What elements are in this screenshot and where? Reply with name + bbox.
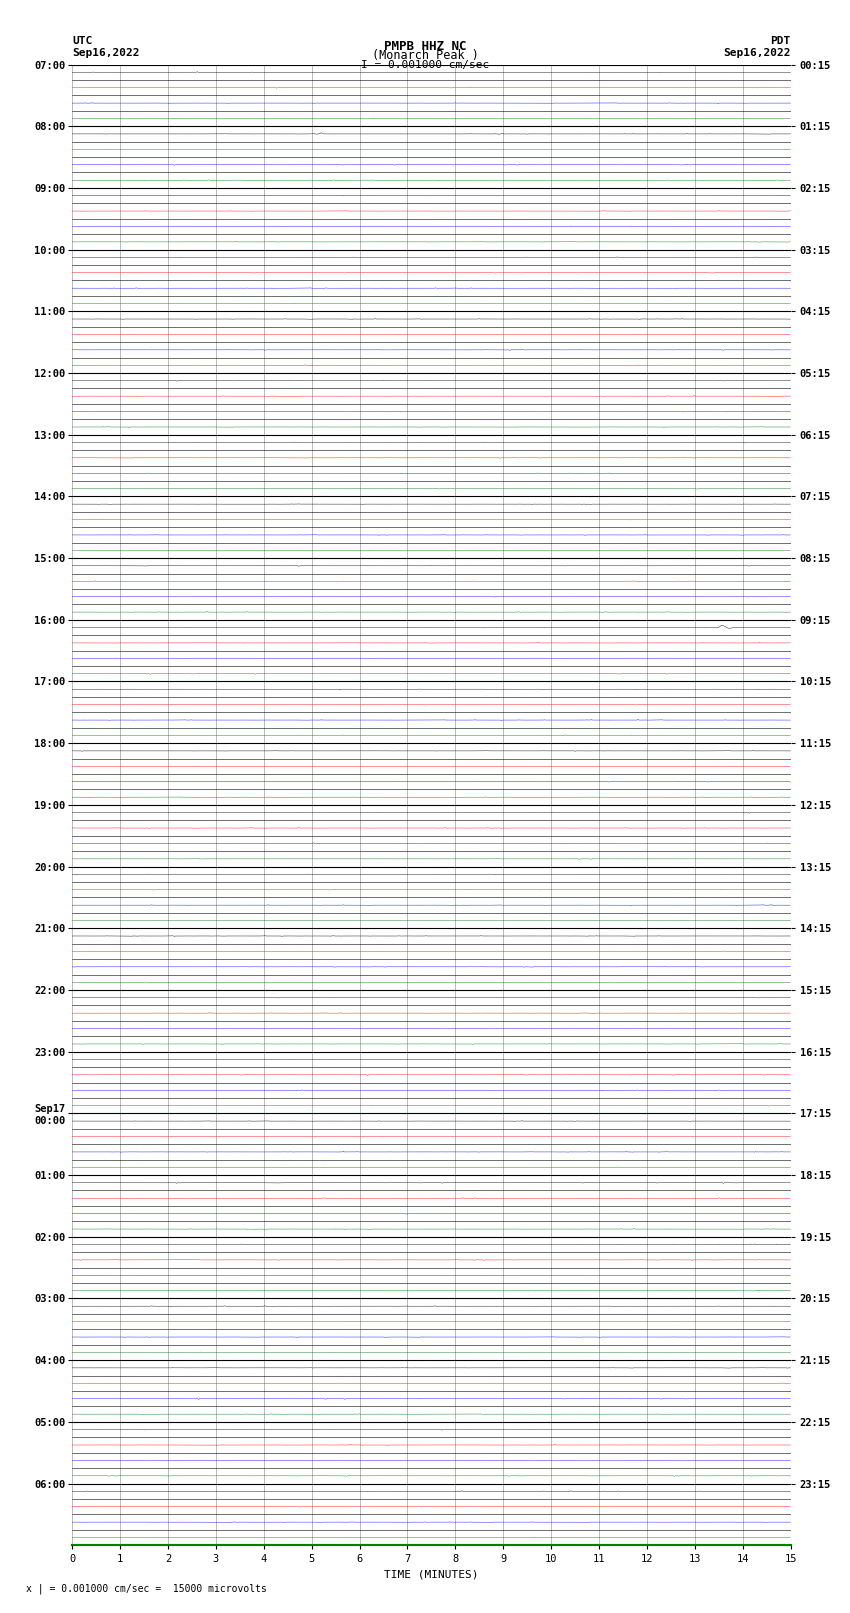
- Text: PDT
Sep16,2022: PDT Sep16,2022: [723, 37, 791, 58]
- Text: x | = 0.001000 cm/sec =  15000 microvolts: x | = 0.001000 cm/sec = 15000 microvolts: [26, 1582, 266, 1594]
- Text: PMPB HHZ NC: PMPB HHZ NC: [383, 39, 467, 53]
- Text: (Monarch Peak ): (Monarch Peak ): [371, 50, 479, 63]
- Text: I = 0.001000 cm/sec: I = 0.001000 cm/sec: [361, 60, 489, 69]
- X-axis label: TIME (MINUTES): TIME (MINUTES): [384, 1569, 479, 1579]
- Text: UTC
Sep16,2022: UTC Sep16,2022: [72, 37, 139, 58]
